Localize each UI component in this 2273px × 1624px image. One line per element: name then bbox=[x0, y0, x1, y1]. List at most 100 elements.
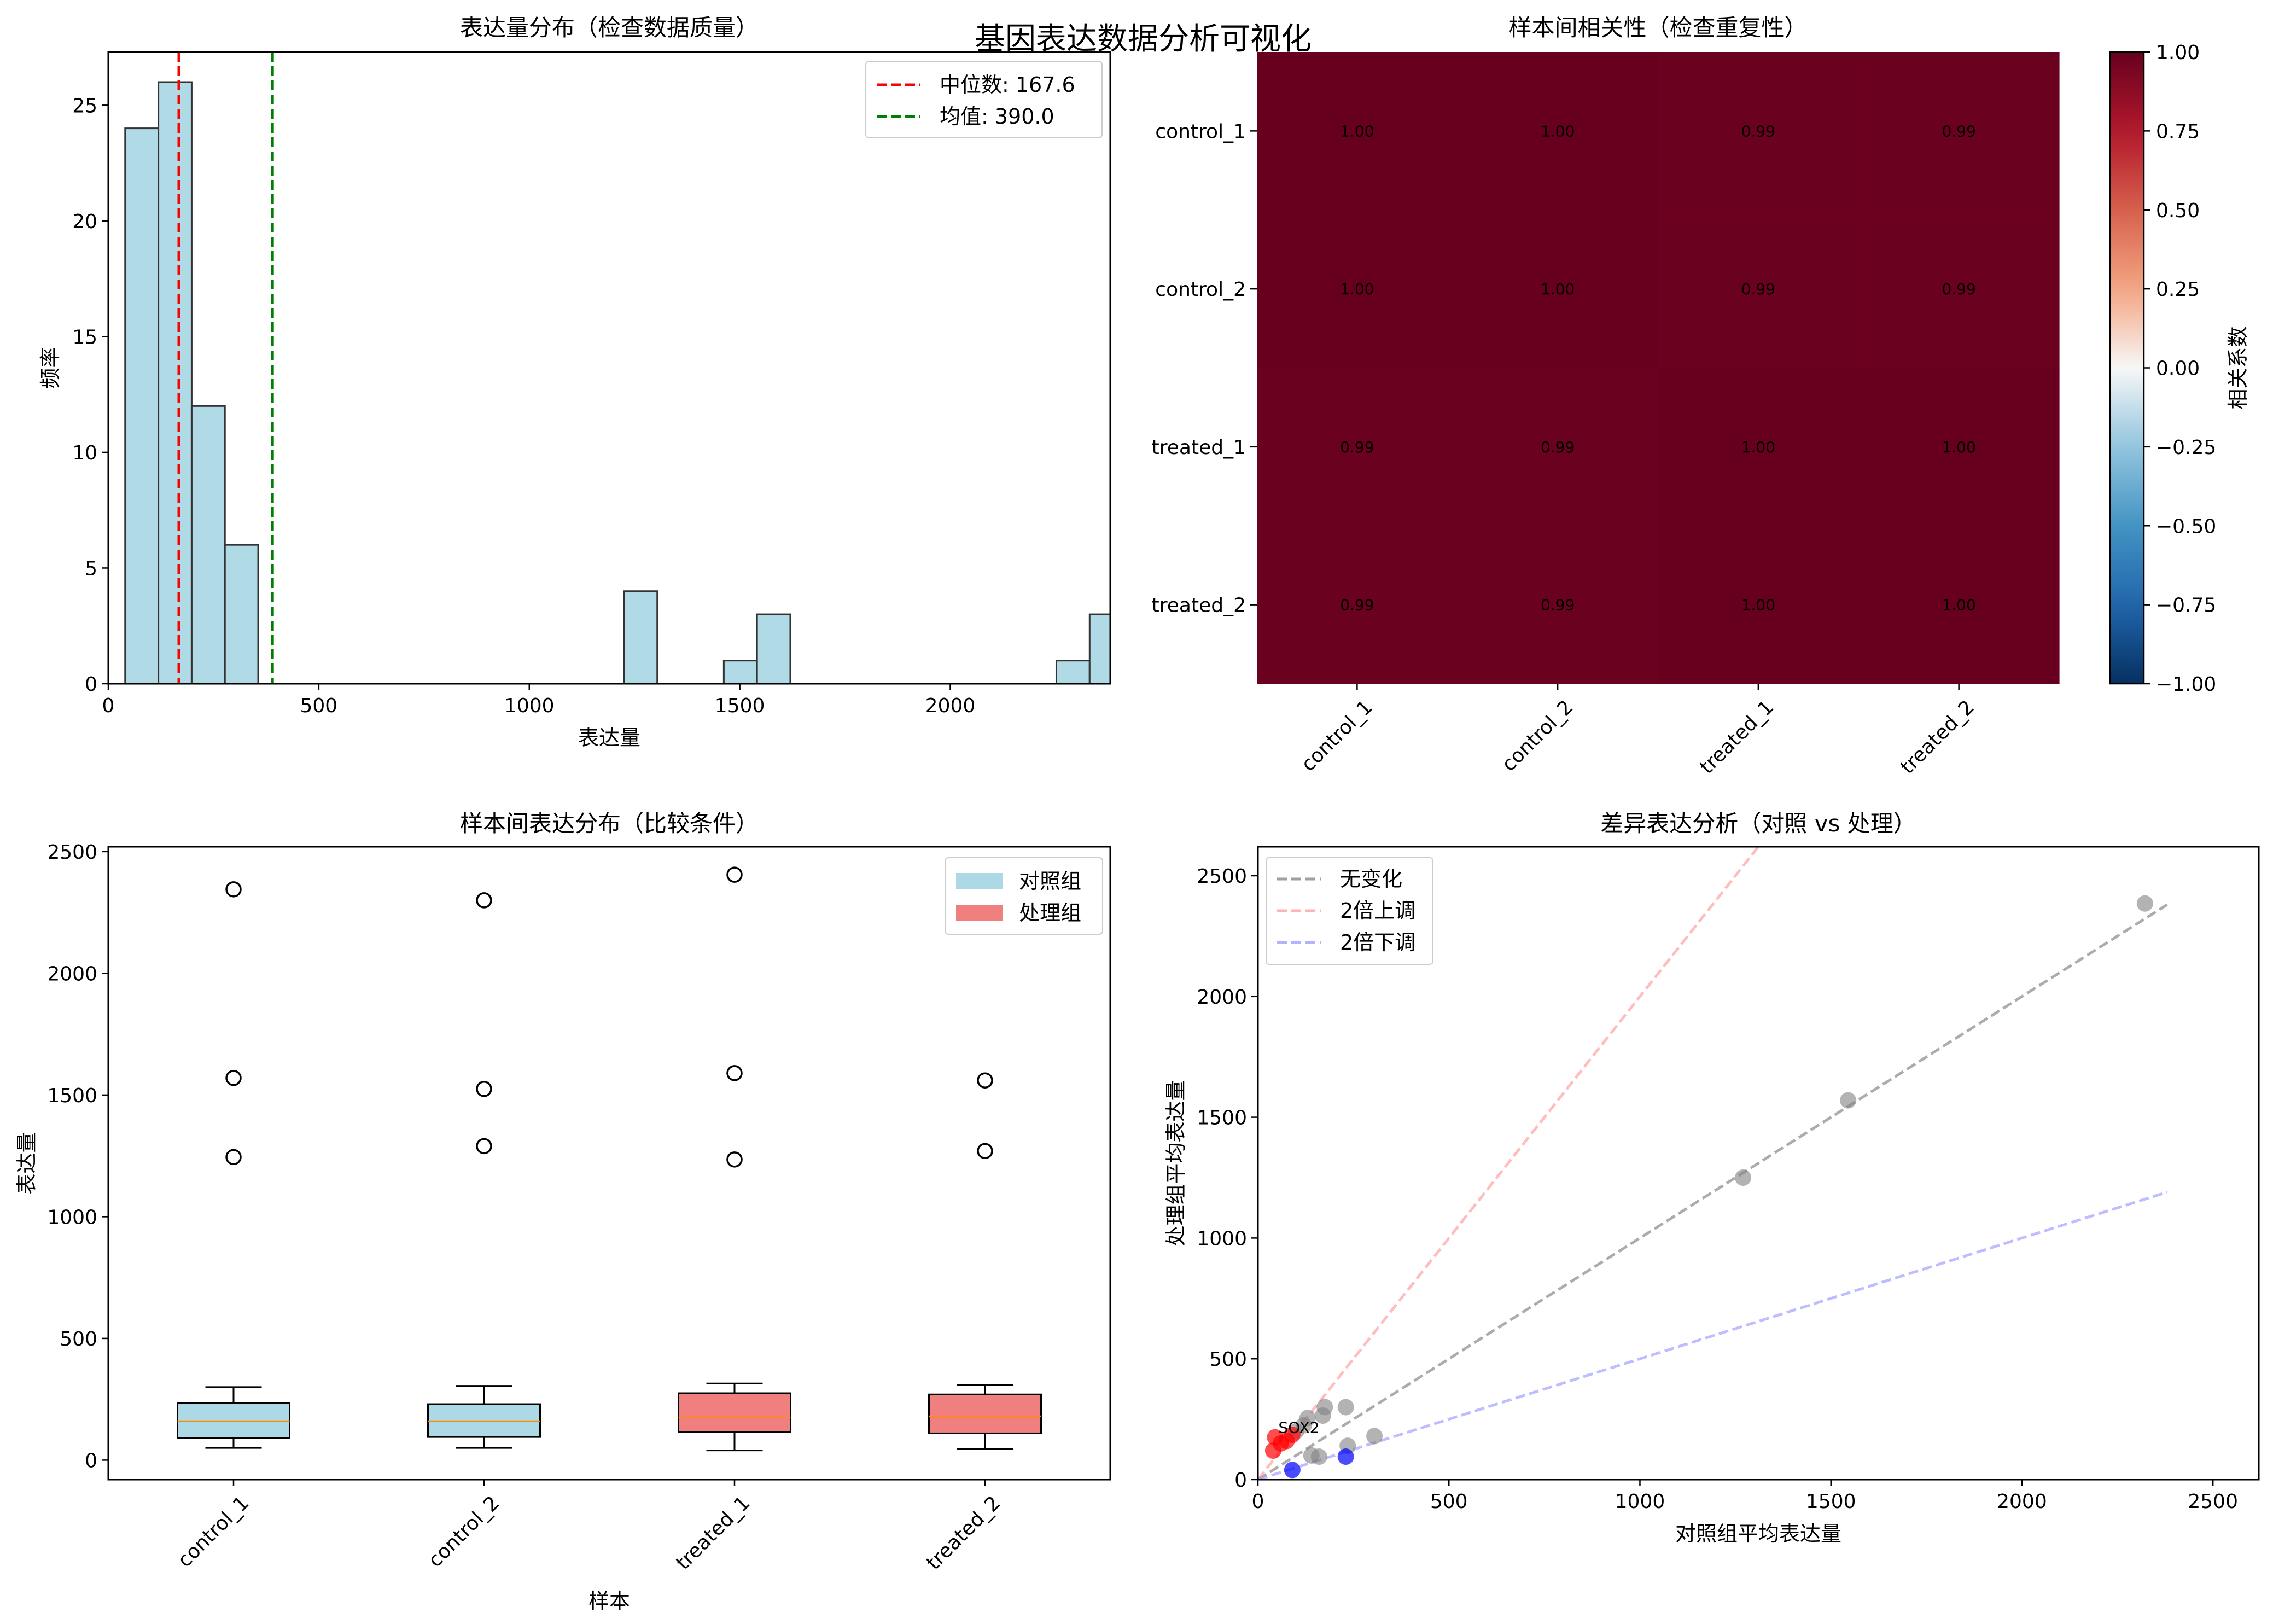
colorbar-tick-label: 0.00 bbox=[2156, 358, 2200, 380]
heatmap-cell bbox=[1858, 526, 2060, 684]
heatmap-cell-label: 0.99 bbox=[1541, 438, 1575, 456]
scatter-ytick-label: 500 bbox=[1209, 1348, 1247, 1371]
box-outlier bbox=[225, 1149, 242, 1166]
hist-legend-label: 均值: 390.0 bbox=[940, 104, 1054, 129]
heatmap-cell bbox=[1457, 209, 1659, 369]
heatmap-row-label: treated_1 bbox=[1152, 436, 1246, 459]
hist-axes-frame bbox=[107, 51, 1111, 685]
hist-ytick-label: 10 bbox=[72, 442, 97, 464]
point-unchanged bbox=[1337, 1399, 1354, 1416]
scatter-xtick-label: 500 bbox=[1430, 1491, 1468, 1513]
scatter-xtick-label: 2000 bbox=[1997, 1491, 2047, 1513]
point-unchanged bbox=[1303, 1447, 1320, 1464]
scatter-ytick-label: 0 bbox=[1234, 1469, 1247, 1492]
hist-bar bbox=[158, 81, 193, 684]
box-outlier bbox=[476, 892, 492, 909]
reference-line-2 bbox=[1258, 1191, 2168, 1480]
point-unchanged bbox=[1735, 1169, 1752, 1186]
boxplot-panel: control_1 control_2 treated_1 treated_2 0 500… bbox=[15, 810, 1111, 1613]
colorbar-tick-label: 0.50 bbox=[2156, 200, 2200, 222]
point-annotation: SOX2 bbox=[1278, 1419, 1319, 1437]
hist-xtick-label: 1500 bbox=[715, 695, 765, 717]
box-outlier bbox=[225, 881, 242, 898]
heatmap-col-label: treated_1 bbox=[1695, 696, 1778, 778]
box-ylabel: 表达量 bbox=[15, 1132, 39, 1194]
scatter-xlabel: 对照组平均表达量 bbox=[1675, 1522, 1841, 1546]
heatmap-cell bbox=[1858, 368, 2060, 526]
heatmap-cell-label: 0.99 bbox=[1541, 596, 1575, 614]
box-ytick-label: 1000 bbox=[47, 1206, 97, 1229]
colorbar-tick-label: −1.00 bbox=[2156, 673, 2216, 696]
box-xtick-label: treated_2 bbox=[922, 1492, 1005, 1574]
point-downregulated bbox=[1337, 1448, 1354, 1465]
scatter-axes-frame bbox=[1257, 846, 2260, 1481]
heatmap-cell bbox=[1658, 209, 1859, 369]
hist-legend-label: 中位数: 167.6 bbox=[940, 73, 1075, 97]
heatmap-col-label: control_2 bbox=[1497, 696, 1577, 776]
heatmap-cell-label: 1.00 bbox=[1541, 280, 1575, 298]
heatmap-cell bbox=[1457, 52, 1659, 211]
heatmap-cell-label: 0.99 bbox=[1741, 280, 1775, 298]
heatmap-cell-label: 0.99 bbox=[1942, 122, 1975, 140]
heatmap-cell bbox=[1257, 526, 1458, 684]
hist-ytick-label: 5 bbox=[85, 557, 97, 580]
scatter-ytick-label: 1500 bbox=[1197, 1107, 1247, 1130]
hist-bars bbox=[124, 81, 1110, 684]
heatmap-panel: 1.00 1.00 0.99 0.99 1.00 1.00 0.99 0.99 0.99 0.99… bbox=[1152, 14, 2250, 778]
box-outlier bbox=[225, 1070, 242, 1086]
box-legend-label: 对照组 bbox=[1019, 869, 1081, 893]
box-legend-label: 处理组 bbox=[1019, 901, 1081, 925]
histogram-panel: 0 500 1000 1500 2000 0 5 10 15 20 25 表达量分布（检查数据质量） 表… bbox=[38, 14, 1111, 750]
heatmap-cell bbox=[1257, 52, 1458, 211]
heatmap-cell bbox=[1858, 52, 2060, 211]
hist-xtick-label: 1000 bbox=[504, 695, 555, 717]
scatter-legend bbox=[1266, 857, 1433, 965]
scatter-legend-label: 2倍下调 bbox=[1340, 930, 1415, 954]
scatter-xtick-label: 2500 bbox=[2188, 1491, 2238, 1513]
point-upregulated bbox=[1284, 1427, 1301, 1443]
scatter-ytick-label: 2000 bbox=[1197, 986, 1247, 1009]
box-legend-swatch bbox=[956, 905, 1003, 921]
box-ytick-label: 500 bbox=[60, 1328, 97, 1351]
hist-ytick-label: 15 bbox=[72, 326, 97, 348]
point-unchanged bbox=[1840, 1092, 1857, 1109]
scatter-xtick-label: 1000 bbox=[1615, 1491, 1665, 1513]
hist-xlabel: 表达量 bbox=[578, 726, 640, 750]
box-outlier bbox=[476, 1081, 492, 1097]
hist-xtick-label: 500 bbox=[300, 695, 338, 717]
hist-ytick-label: 0 bbox=[85, 673, 97, 696]
colorbar-tick-label: −0.50 bbox=[2156, 515, 2216, 538]
scatter-xtick-label: 1500 bbox=[1806, 1491, 1856, 1513]
box-title: 样本间表达分布（比较条件） bbox=[460, 810, 759, 837]
box-outlier bbox=[726, 1151, 743, 1168]
point-unchanged bbox=[1366, 1428, 1383, 1445]
heatmap-cell bbox=[1658, 526, 1859, 684]
heatmap-col-label: treated_2 bbox=[1896, 696, 1979, 778]
point-downregulated bbox=[1284, 1462, 1301, 1479]
scatter-xtick-label: 0 bbox=[1252, 1491, 1264, 1513]
box-ytick-label: 2000 bbox=[47, 963, 97, 985]
heatmap-cell-label: 1.00 bbox=[1340, 122, 1374, 140]
hist-bar bbox=[1055, 660, 1091, 684]
colorbar-tick-label: −0.25 bbox=[2156, 436, 2216, 459]
reference-line-1 bbox=[1258, 847, 1761, 1480]
hist-ylabel: 频率 bbox=[38, 347, 62, 388]
box-outlier bbox=[977, 1072, 993, 1089]
heatmap-row-label: control_2 bbox=[1155, 278, 1246, 301]
hist-xtick-label: 2000 bbox=[925, 695, 976, 717]
point-unchanged bbox=[2136, 895, 2153, 912]
colorbar-tick-label: −0.75 bbox=[2156, 595, 2216, 617]
hist-ytick-label: 20 bbox=[72, 211, 97, 233]
box-outlier bbox=[977, 1143, 993, 1159]
hist-ytick-label: 25 bbox=[72, 95, 97, 117]
heatmap-cell bbox=[1257, 209, 1458, 369]
colorbar bbox=[2109, 51, 2145, 685]
colorbar-tick-label: 1.00 bbox=[2156, 42, 2200, 64]
box-axes-frame bbox=[107, 846, 1111, 1481]
heatmap-cell bbox=[1658, 368, 1859, 526]
colorbar-tick-label: 0.75 bbox=[2156, 120, 2200, 143]
point-unchanged bbox=[1314, 1407, 1331, 1424]
heatmap-cell bbox=[1457, 526, 1659, 684]
colorbar-tick-label: 0.25 bbox=[2156, 278, 2200, 301]
box-ytick-label: 1500 bbox=[47, 1085, 97, 1107]
